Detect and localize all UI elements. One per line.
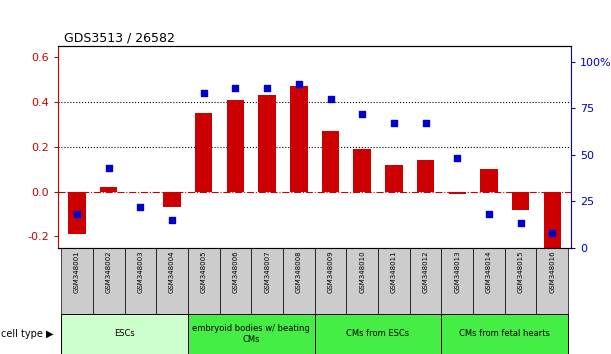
Text: GSM348015: GSM348015 <box>518 250 524 293</box>
Bar <box>283 248 315 314</box>
Text: GSM348008: GSM348008 <box>296 250 302 293</box>
Bar <box>163 192 181 207</box>
Text: GSM348002: GSM348002 <box>106 250 112 293</box>
Bar <box>188 248 219 314</box>
Text: GSM348003: GSM348003 <box>137 250 144 293</box>
Bar <box>480 169 497 192</box>
Point <box>452 155 462 161</box>
Bar <box>61 314 188 354</box>
Point <box>136 204 145 210</box>
Point <box>326 96 335 102</box>
Point <box>167 217 177 223</box>
Bar <box>505 248 536 314</box>
Bar <box>473 248 505 314</box>
Text: ESCs: ESCs <box>114 329 135 338</box>
Text: GSM348009: GSM348009 <box>327 250 334 293</box>
Bar <box>354 149 371 192</box>
Bar <box>315 248 346 314</box>
Text: CMs from fetal hearts: CMs from fetal hearts <box>459 329 550 338</box>
Point <box>72 211 82 217</box>
Bar <box>219 248 251 314</box>
Text: CMs from ESCs: CMs from ESCs <box>346 329 409 338</box>
Bar <box>378 248 410 314</box>
Point <box>547 230 557 236</box>
Text: GSM348006: GSM348006 <box>232 250 238 293</box>
Bar <box>441 314 568 354</box>
Text: embryoid bodies w/ beating
CMs: embryoid bodies w/ beating CMs <box>192 324 310 343</box>
Bar <box>125 248 156 314</box>
Text: GSM348010: GSM348010 <box>359 250 365 293</box>
Bar <box>188 314 315 354</box>
Text: GSM348011: GSM348011 <box>391 250 397 293</box>
Text: GSM348005: GSM348005 <box>201 250 207 293</box>
Point <box>357 111 367 116</box>
Bar <box>68 192 86 234</box>
Bar <box>315 314 441 354</box>
Text: GSM348016: GSM348016 <box>549 250 555 293</box>
Bar <box>290 86 307 192</box>
Point <box>484 211 494 217</box>
Bar <box>61 248 93 314</box>
Bar <box>322 131 339 192</box>
Bar <box>512 192 529 210</box>
Text: GDS3513 / 26582: GDS3513 / 26582 <box>64 31 175 44</box>
Point <box>262 85 272 90</box>
Bar <box>544 192 561 252</box>
Point <box>230 85 240 90</box>
Text: GSM348001: GSM348001 <box>74 250 80 293</box>
Bar <box>227 100 244 192</box>
Bar <box>385 165 403 192</box>
Text: GSM348013: GSM348013 <box>454 250 460 293</box>
Bar <box>100 187 117 192</box>
Bar <box>410 248 441 314</box>
Point <box>104 165 114 171</box>
Bar <box>195 113 213 192</box>
Point <box>420 120 430 126</box>
Text: GSM348014: GSM348014 <box>486 250 492 293</box>
Text: GSM348012: GSM348012 <box>423 250 428 293</box>
Bar <box>346 248 378 314</box>
Bar <box>258 95 276 192</box>
Bar <box>156 248 188 314</box>
Text: cell type ▶: cell type ▶ <box>1 329 53 339</box>
Point <box>294 81 304 87</box>
Point <box>516 221 525 226</box>
Text: GSM348007: GSM348007 <box>264 250 270 293</box>
Bar <box>536 248 568 314</box>
Bar <box>448 192 466 194</box>
Point <box>199 90 209 96</box>
Text: GSM348004: GSM348004 <box>169 250 175 293</box>
Bar <box>417 160 434 192</box>
Bar <box>441 248 473 314</box>
Bar <box>93 248 125 314</box>
Point <box>389 120 399 126</box>
Bar <box>251 248 283 314</box>
